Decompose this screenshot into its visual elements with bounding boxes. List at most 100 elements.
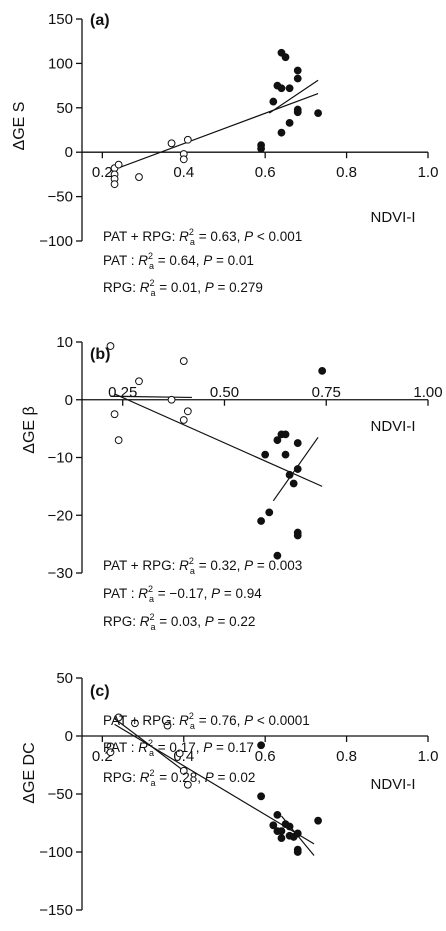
rpg-point	[285, 118, 294, 127]
y-tick-label: −20	[48, 507, 73, 524]
x-tick-label: 0.2	[92, 164, 113, 181]
y-tick-label: 0	[65, 392, 73, 409]
rpg-point	[269, 821, 278, 830]
y-tick-label: −150	[39, 902, 73, 919]
x-tick-label: 0.8	[336, 164, 357, 181]
y-tick-label: 50	[56, 100, 73, 117]
y-tick-label: −100	[39, 844, 73, 861]
pat-point	[183, 135, 192, 144]
pat-point	[179, 155, 188, 164]
rpg-point	[257, 144, 266, 153]
x-tick-label: 1.0	[418, 164, 439, 181]
rpg-point	[293, 439, 302, 447]
rpg-point	[277, 834, 286, 842]
stat-line: RPG: R2 a = 0.28, P = 0.02	[103, 768, 255, 788]
rpg-point	[277, 128, 286, 137]
stat-line: PAT + RPG: R2 a = 0.32, P = 0.003	[103, 556, 302, 576]
y-tick-label: 50	[56, 670, 73, 687]
y-tick-label: 0	[65, 728, 73, 745]
y-tick-label: −10	[48, 450, 73, 467]
rpg-point	[293, 465, 302, 473]
panel-a: 150 100 50 0 −50 −100 0.2 0.4 0.6 0.8 1.0 (a) ΔGE S N…	[11, 11, 438, 298]
rpg-point	[257, 517, 266, 525]
rpg-point	[261, 450, 270, 459]
rpg-point	[281, 430, 290, 439]
x-axis-label: NDVI-I	[371, 209, 416, 226]
panel-label: (b)	[90, 346, 110, 363]
pat-point	[110, 410, 119, 419]
rpg-point	[265, 508, 274, 517]
rpg-point	[273, 810, 282, 819]
y-tick-label: −30	[48, 565, 73, 582]
x-tick-label: 1.00	[413, 384, 442, 401]
pat-point	[163, 721, 172, 730]
y-axis-label: ΔGE S	[11, 102, 28, 151]
rpg-point	[257, 792, 266, 801]
x-tick-label: 0.50	[210, 384, 239, 401]
pat-point	[131, 719, 139, 728]
pat-point	[175, 749, 184, 758]
x-tick-label: 0.6	[255, 748, 276, 765]
pat-point	[114, 713, 123, 722]
pat-point	[135, 377, 143, 386]
rpg-point	[257, 741, 266, 750]
panel-b: 100−10−20−300.25 0.50 0.75 1.00(b)ΔGE β NDVI…	[21, 334, 443, 632]
rpg-point	[293, 531, 302, 540]
rpg-point	[289, 833, 298, 841]
y-tick-label: 100	[48, 55, 73, 72]
pat-point	[179, 766, 188, 775]
rpg-point	[273, 551, 282, 560]
rpg-point	[314, 816, 322, 825]
rpg-point	[269, 97, 278, 106]
pat-point	[179, 357, 188, 365]
y-tick-label: −50	[48, 786, 73, 803]
rpg-point	[285, 84, 294, 93]
rpg-point	[281, 53, 290, 62]
y-tick-label: −100	[39, 233, 73, 250]
y-axis-label: ΔGE β	[21, 406, 38, 453]
y-tick-label: −50	[48, 189, 73, 206]
rpg-point	[281, 450, 290, 459]
rpg-point	[293, 66, 302, 75]
stat-line: PAT + RPG: R2 a = 0.63, P < 0.001	[103, 227, 302, 247]
rpg-point	[314, 109, 322, 118]
rpg-point	[318, 366, 327, 375]
pat-point	[106, 342, 115, 350]
rpg-point	[285, 470, 294, 479]
pat-point	[110, 180, 119, 189]
rpg-point	[277, 84, 286, 93]
pat-point	[167, 395, 176, 404]
pat-point	[183, 407, 192, 416]
y-tick-label: 150	[48, 11, 73, 28]
panel-label: (c)	[90, 683, 110, 700]
pat-point	[114, 436, 123, 445]
x-tick-label: 0.75	[312, 384, 341, 401]
rpg-point	[277, 827, 286, 836]
x-axis-label: NDVI-I	[371, 776, 416, 793]
regression-line	[114, 718, 185, 772]
y-tick-label: 0	[65, 144, 73, 161]
pat-point	[106, 748, 115, 757]
regression-line	[110, 93, 319, 172]
rpg-point	[285, 822, 294, 831]
stat-line: PAT + RPG: R2 a = 0.76, P < 0.0001	[103, 711, 310, 731]
stat-line: PAT : R2 a = 0.17, P = 0.17	[103, 738, 254, 758]
regression-line	[114, 393, 323, 487]
x-tick-label: 1.0	[418, 748, 439, 765]
x-axis-label: NDVI-I	[371, 418, 416, 435]
stat-line: RPG: R2 a = 0.01, P = 0.279	[103, 278, 263, 298]
y-tick-label: 10	[56, 334, 73, 351]
regression-line	[110, 395, 192, 399]
pat-point	[114, 160, 123, 169]
pat-point	[167, 139, 176, 148]
rpg-point	[273, 436, 282, 445]
panel-label: (a)	[90, 12, 110, 29]
x-tick-label: 0.8	[336, 748, 357, 765]
x-tick-label: 0.6	[255, 164, 276, 181]
rpg-point	[293, 74, 302, 83]
rpg-point	[289, 479, 298, 488]
stat-line: RPG: R2 a = 0.03, P = 0.22	[103, 612, 255, 632]
stat-line: PAT : R2 a = −0.17, P = 0.94	[103, 584, 262, 604]
